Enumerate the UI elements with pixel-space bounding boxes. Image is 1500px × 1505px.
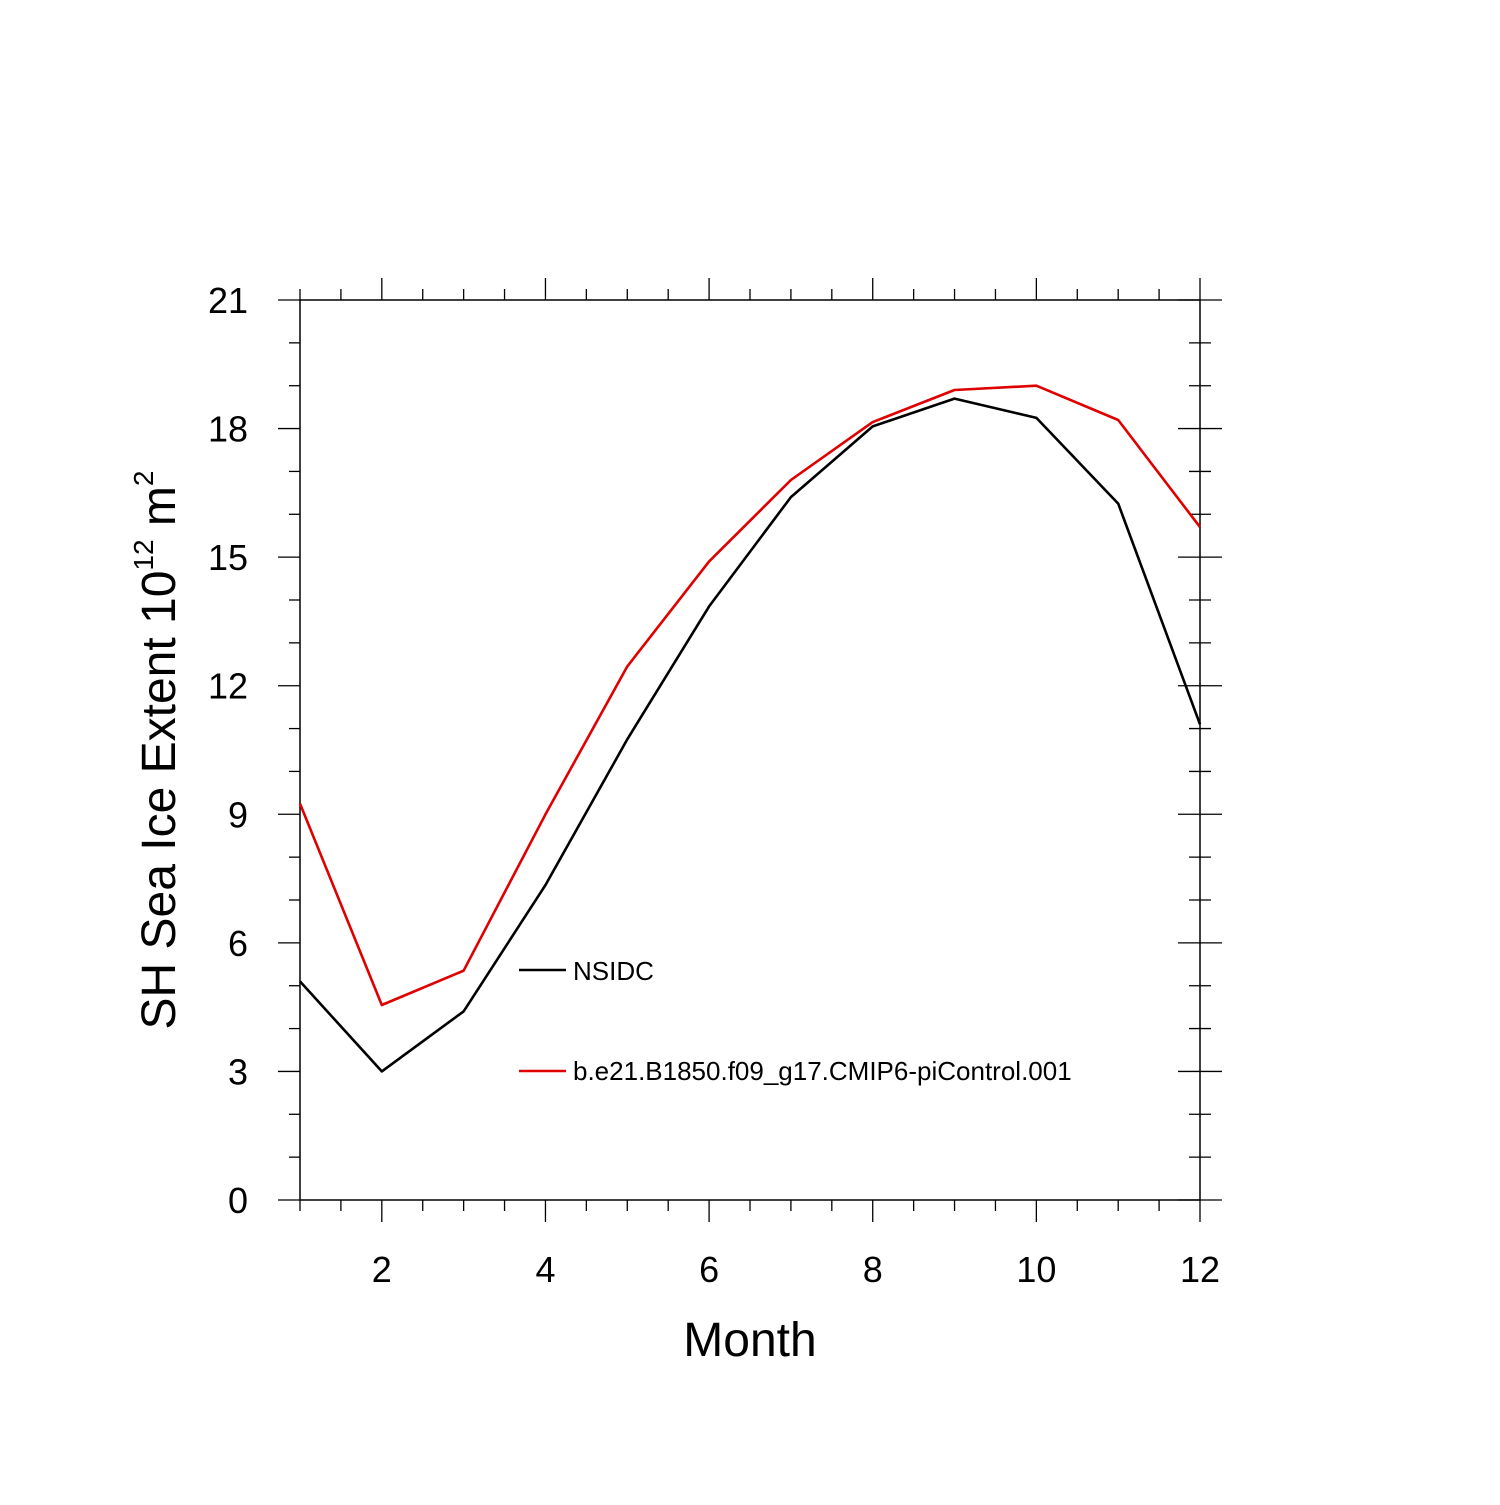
x-tick-label: 8 — [863, 1249, 883, 1290]
plot-frame — [299, 299, 1201, 1201]
x-tick-label: 6 — [699, 1249, 719, 1290]
x-tick-label: 12 — [1180, 1249, 1220, 1290]
y-tick-label: 15 — [208, 537, 248, 578]
x-tick-label: 2 — [372, 1249, 392, 1290]
x-axis-title: Month — [683, 1314, 816, 1367]
x-tick-label: 10 — [1016, 1249, 1056, 1290]
y-axis-title-main: SH Sea Ice Extent 10 — [133, 571, 186, 1030]
y-axis-title-unit-exponent: 2 — [128, 471, 159, 487]
y-axis-title-exponent: 12 — [128, 539, 159, 570]
y-tick-label: 9 — [228, 794, 248, 835]
series-line-nsidc — [299, 397, 1202, 1073]
y-tick-label: 21 — [208, 280, 248, 321]
legend-label-nsidc: NSIDC — [573, 956, 654, 986]
y-tick-label: 6 — [228, 923, 248, 964]
series-lines — [298, 384, 1202, 1073]
x-tick-label: 4 — [535, 1249, 555, 1290]
legend-label-picontrol: b.e21.B1850.f09_g17.CMIP6-piControl.001 — [573, 1056, 1072, 1086]
series-line-picontrol — [298, 384, 1202, 1007]
y-tick-label: 18 — [208, 409, 248, 450]
legend: NSIDC b.e21.B1850.f09_g17.CMIP6-piContro… — [519, 956, 1072, 1086]
y-axis-title: SH Sea Ice Extent 1012 m2 — [128, 471, 186, 1030]
y-tick-label: 12 — [208, 666, 248, 707]
tick-labels: 2 4 6 8 10 12 0 3 6 9 12 15 18 21 — [208, 280, 1220, 1290]
y-tick-label: 3 — [228, 1051, 248, 1092]
y-tick-label: 0 — [228, 1180, 248, 1221]
y-axis-title-unit: m — [133, 486, 186, 539]
